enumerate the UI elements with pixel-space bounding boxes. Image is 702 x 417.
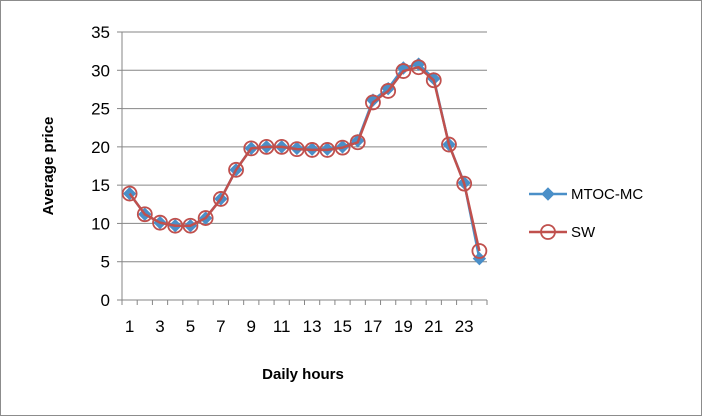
data-point-circle [456, 175, 473, 192]
y-tick-label: 35 [91, 23, 110, 42]
x-tick-label: 15 [333, 317, 352, 336]
data-point-circle [121, 185, 138, 202]
data-point-circle [228, 161, 244, 178]
y-tick-label: 30 [91, 61, 110, 80]
data-point-circle [441, 136, 457, 153]
data-point-circle [349, 134, 366, 151]
x-tick-label: 5 [186, 317, 195, 336]
series-mtoc-mc [122, 57, 487, 266]
data-point-circle [136, 206, 153, 223]
data-point-circle [167, 217, 184, 234]
data-point-circle [410, 59, 427, 76]
data-point-circle [197, 210, 214, 226]
y-tick-labels: 0 5 10 15 20 25 30 35 [91, 23, 110, 310]
x-tick-label: 1 [125, 317, 134, 336]
x-axis-title: Daily hours [262, 366, 344, 383]
x-tick-label: 19 [394, 317, 413, 336]
data-point-circle [212, 191, 229, 207]
legend-item-mtoc-mc: MTOC-MC [529, 186, 643, 203]
x-tick-label: 7 [216, 317, 225, 336]
x-tick-label: 3 [155, 317, 164, 336]
y-tick-label: 15 [91, 176, 110, 195]
y-tick-label: 10 [91, 214, 110, 233]
x-tick-label: 9 [247, 317, 256, 336]
data-point-circle [395, 63, 412, 79]
x-tick-label: 23 [455, 317, 474, 336]
data-point-circle [152, 214, 168, 231]
data-point-circle [288, 141, 305, 158]
series-lines [121, 57, 488, 266]
legend-marker-diamond [541, 187, 555, 201]
y-axis-title: Average price [40, 117, 57, 216]
x-tick-labels: 1 3 5 7 9 11 13 15 17 19 21 23 [125, 317, 474, 336]
x-tick-label: 21 [424, 317, 443, 336]
data-point-circle [334, 139, 351, 156]
x-tick-label: 11 [273, 317, 291, 336]
gridlines [122, 31, 487, 263]
legend: MTOC-MC SW [529, 186, 643, 241]
data-point-circle [304, 142, 321, 158]
legend-label: MTOC-MC [571, 186, 643, 203]
data-point-circle [273, 138, 290, 155]
data-point-circle [243, 140, 260, 157]
legend-marker-circle [540, 224, 556, 240]
series-sw [121, 59, 488, 259]
data-point-circle [319, 142, 336, 158]
y-tick-label: 0 [101, 291, 110, 310]
data-point-circle [471, 243, 488, 259]
data-point-circle [425, 72, 442, 89]
x-tick-label: 13 [303, 317, 322, 336]
data-point-circle [258, 138, 275, 155]
x-tick-label: 17 [363, 317, 382, 336]
y-tick-label: 25 [91, 100, 110, 119]
y-tick-label: 20 [91, 138, 110, 157]
data-point-circle [380, 83, 397, 99]
legend-label: SW [571, 224, 596, 241]
legend-item-sw: SW [529, 224, 596, 241]
data-point-circle [182, 217, 199, 234]
y-tick-label: 5 [101, 253, 110, 272]
data-point-circle [365, 94, 381, 111]
axes [117, 31, 488, 305]
